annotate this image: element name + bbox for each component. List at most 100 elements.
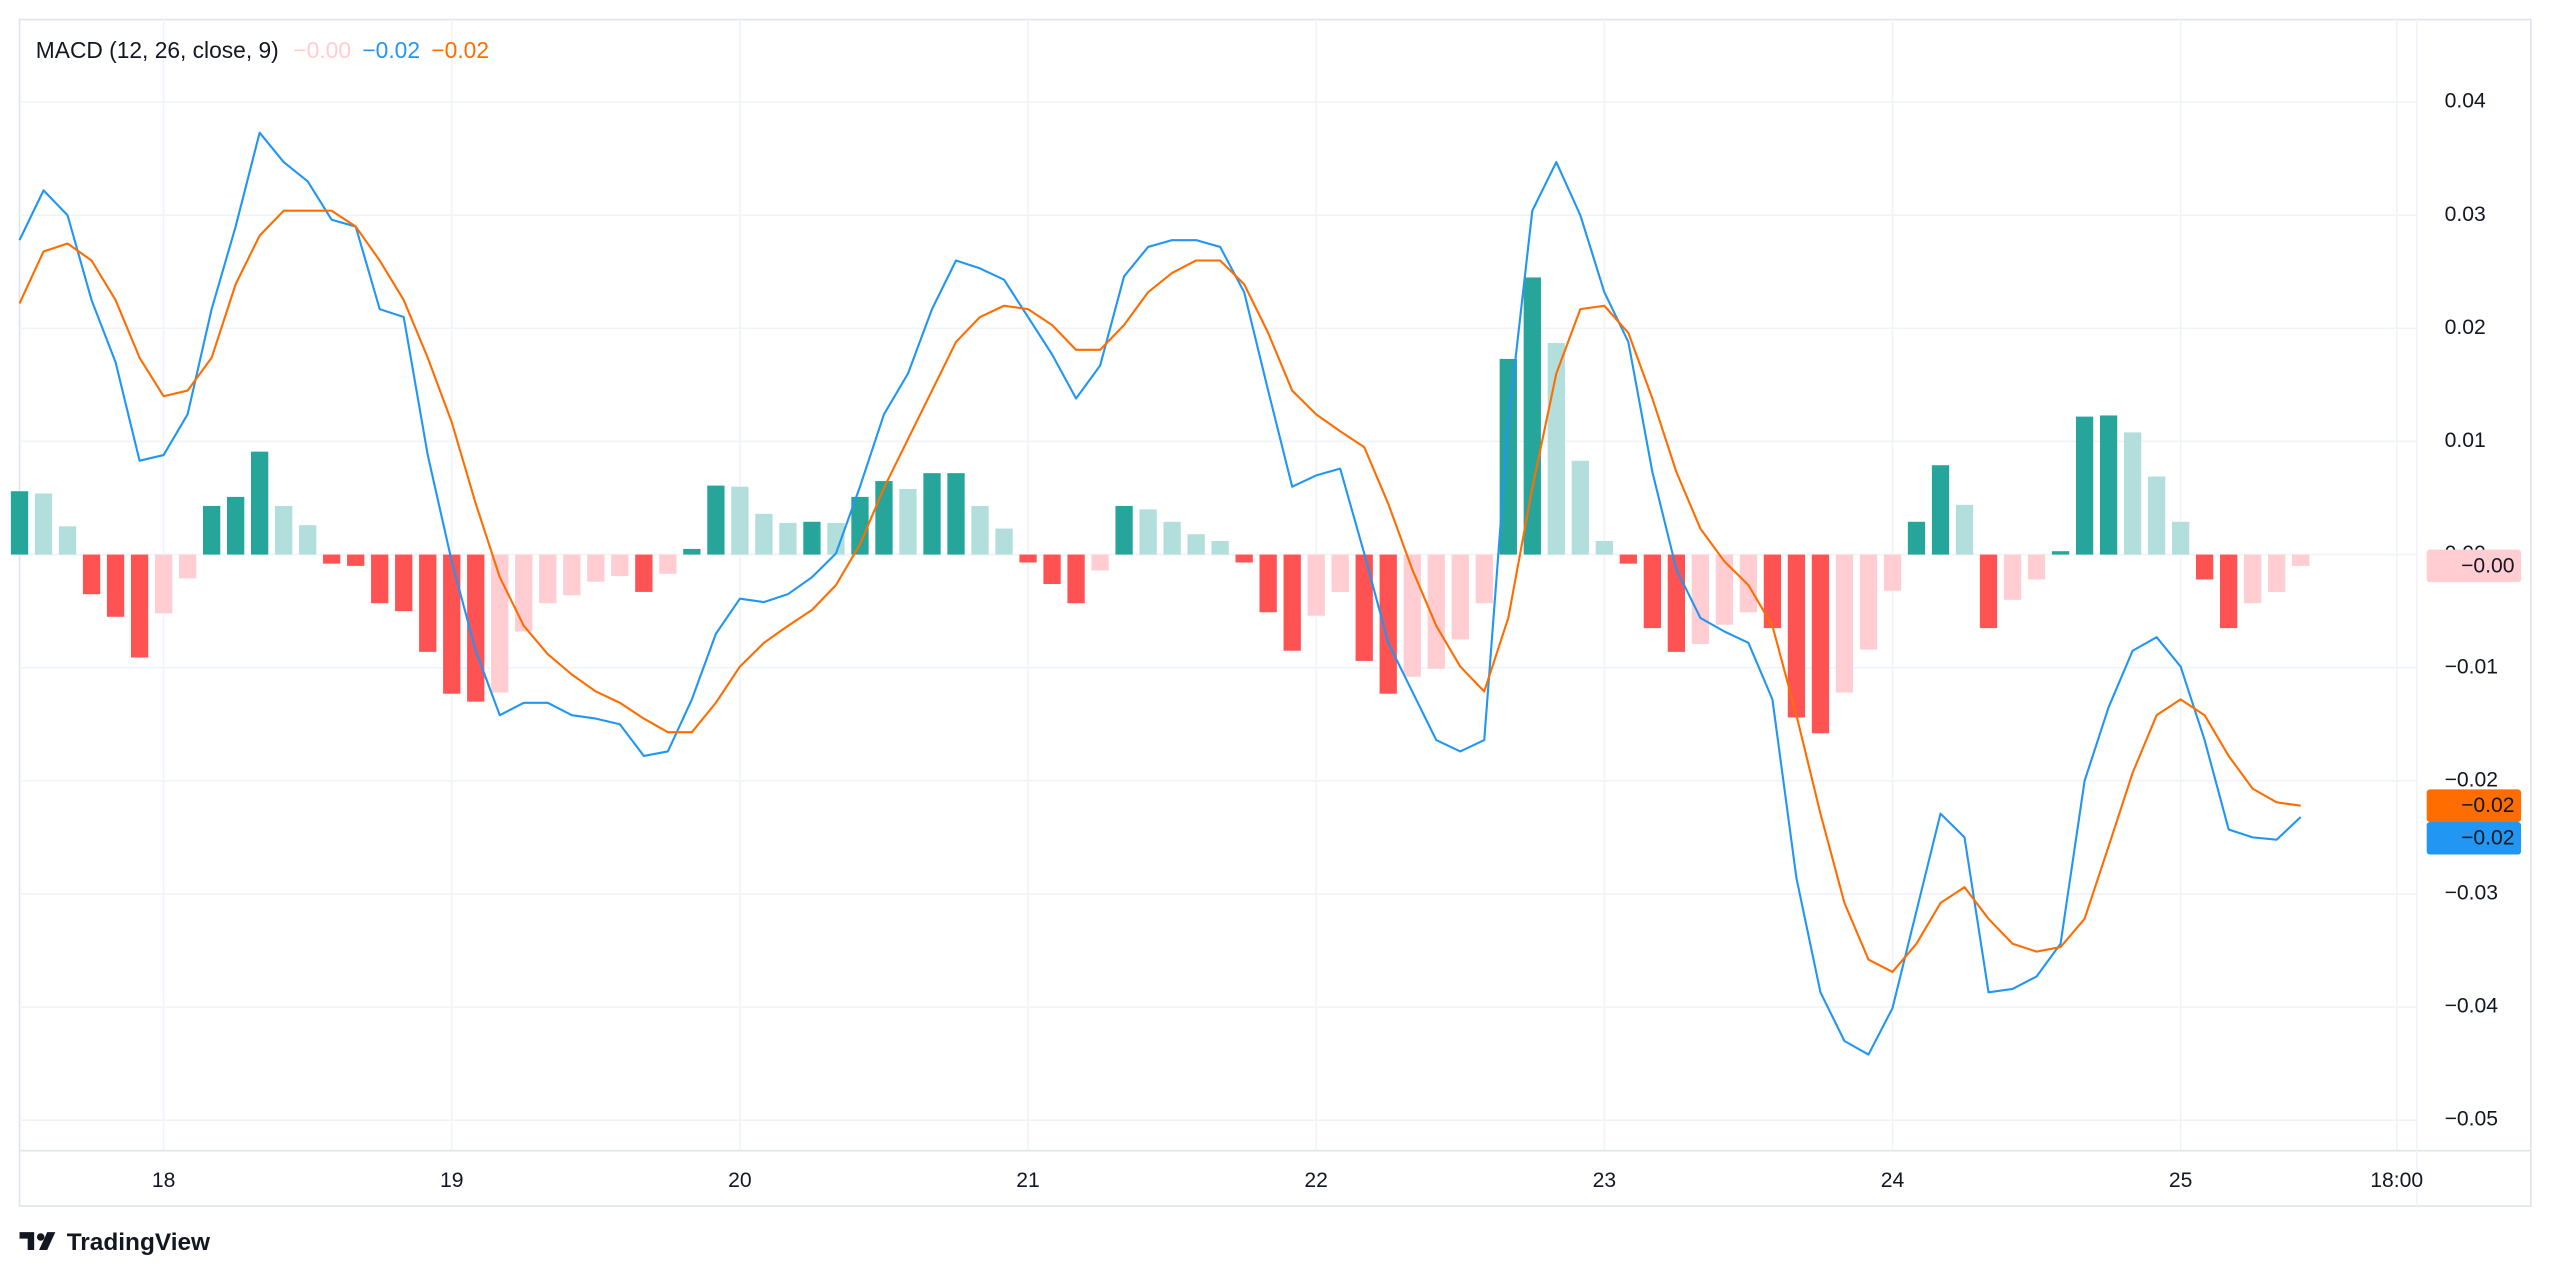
legend-value: −0.00 — [293, 37, 351, 63]
y-tick-label: 0.01 — [2445, 429, 2486, 452]
histogram-bar — [611, 554, 629, 577]
histogram-bar — [1499, 358, 1517, 555]
histogram-bar — [1427, 554, 1445, 669]
legend-value: −0.02 — [431, 37, 489, 63]
histogram-bar — [2171, 521, 2190, 555]
price-badge — [2426, 789, 2522, 822]
histogram-bar — [1451, 554, 1469, 640]
histogram-bar — [419, 554, 437, 652]
legend-value: −0.02 — [362, 37, 420, 63]
histogram-bar — [2220, 554, 2238, 629]
histogram-bar — [1883, 554, 1902, 591]
histogram-bar — [250, 451, 269, 555]
histogram-bar — [2099, 415, 2118, 555]
histogram-bar — [1091, 554, 1109, 571]
histogram-bar — [1163, 521, 1181, 555]
histogram-bar — [275, 505, 293, 555]
histogram-bar — [491, 554, 509, 693]
histogram-bar — [347, 554, 365, 566]
y-tick-label: −0.02 — [2445, 768, 2499, 791]
logo-part — [19, 1232, 35, 1250]
indicator-line — [18, 209, 2301, 974]
histogram-bar — [1715, 554, 1734, 625]
histogram-bar — [1331, 554, 1349, 592]
histogram-bar — [923, 473, 941, 555]
histogram-bar — [1379, 554, 1397, 694]
histogram — [10, 277, 2310, 734]
histogram-bar — [1067, 554, 1085, 604]
histogram-bar — [1763, 554, 1782, 629]
histogram-bar — [2195, 554, 2214, 580]
y-tick-label: 0.03 — [2445, 203, 2486, 226]
histogram-bar — [371, 554, 389, 604]
price-badge-label: −0.00 — [2461, 554, 2515, 577]
histogram-bar — [2147, 476, 2166, 555]
histogram-bar — [154, 554, 173, 614]
histogram-bar — [1595, 541, 1613, 555]
branding-logo — [19, 1232, 56, 1250]
histogram-bar — [1955, 504, 1974, 555]
histogram-bar — [1619, 554, 1637, 564]
histogram-bar — [1739, 554, 1758, 613]
histogram-bar — [995, 528, 1013, 555]
histogram-bar — [1235, 554, 1253, 563]
histogram-bar — [443, 554, 461, 694]
histogram-bar — [2027, 554, 2046, 580]
histogram-bar — [202, 505, 221, 555]
histogram-bar — [827, 522, 845, 555]
histogram-bar — [1979, 554, 1998, 629]
histogram-bar — [130, 554, 149, 658]
histogram-bar — [1043, 554, 1061, 584]
histogram-bar — [947, 473, 965, 555]
x-tick-label: 22 — [1304, 1169, 1328, 1192]
histogram-bar — [1787, 554, 1806, 718]
histogram-bar — [563, 554, 581, 596]
histogram-bar — [1835, 554, 1854, 693]
y-tick-label: −0.03 — [2445, 882, 2499, 905]
y-tick-label: −0.05 — [2445, 1108, 2499, 1131]
histogram-bar — [82, 554, 101, 595]
histogram-bar — [1283, 554, 1301, 651]
x-tick-label: 23 — [1593, 1169, 1617, 1192]
indicator-title: MACD (12, 26, close, 9) — [36, 37, 279, 63]
axes: 0.040.030.020.010.00−0.01−0.02−0.03−0.04… — [152, 90, 2498, 1192]
histogram-bar — [1691, 554, 1710, 644]
histogram-bar — [2123, 432, 2142, 555]
histogram-bar — [971, 505, 989, 555]
histogram-bar — [1859, 554, 1878, 650]
lines — [18, 131, 2302, 1056]
y-tick-label: −0.04 — [2445, 995, 2499, 1018]
y-tick-label: 0.04 — [2445, 90, 2486, 113]
histogram-bar — [2244, 554, 2262, 604]
x-tick-label: 21 — [1016, 1169, 1040, 1192]
histogram-bar — [683, 548, 701, 555]
histogram-bar — [10, 491, 29, 555]
histogram-bar — [1475, 554, 1493, 604]
logo-part — [36, 1233, 45, 1241]
x-tick-label: 19 — [440, 1169, 464, 1192]
histogram-bar — [539, 554, 557, 604]
histogram-bar — [707, 485, 725, 555]
histogram-bar — [323, 554, 341, 564]
histogram-bar — [755, 513, 773, 555]
histogram-bar — [2003, 554, 2022, 600]
histogram-bar — [299, 525, 317, 555]
histogram-bar — [58, 526, 77, 555]
histogram-bar — [587, 554, 605, 582]
pane-border — [18, 18, 2532, 1207]
histogram-bar — [659, 554, 677, 574]
histogram-bar — [803, 521, 821, 555]
histogram-bar — [2051, 551, 2070, 555]
price-badge-label: −0.02 — [2461, 827, 2515, 850]
price-badge — [2426, 821, 2522, 855]
histogram-bar — [1211, 541, 1229, 555]
histogram-bar — [635, 554, 653, 592]
x-tick-label: 18:00 — [2370, 1169, 2423, 1192]
histogram-bar — [899, 488, 917, 555]
histogram-bar — [875, 481, 893, 555]
histogram-bar — [1259, 554, 1277, 613]
y-tick-label: −0.01 — [2445, 655, 2499, 678]
indicator-line — [18, 131, 2302, 1056]
